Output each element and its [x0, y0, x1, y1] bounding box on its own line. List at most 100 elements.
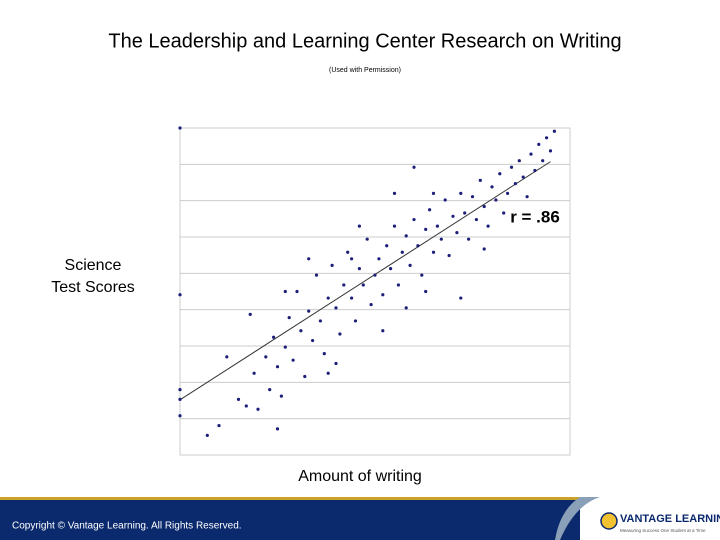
scatter-point — [252, 371, 256, 375]
scatter-point — [307, 309, 311, 313]
scatter-point — [350, 296, 354, 300]
scatter-point — [482, 204, 486, 209]
x-axis-label: Amount of writing — [298, 468, 422, 485]
footer-bar — [0, 500, 580, 540]
scatter-point — [525, 195, 529, 199]
scatter-point — [283, 345, 287, 349]
scatter-point — [470, 195, 475, 199]
scatter-point — [502, 211, 506, 215]
scatter-point — [392, 224, 397, 228]
logo-icon — [600, 512, 618, 530]
scatter-point — [248, 312, 252, 316]
scatter-point — [279, 394, 283, 398]
scatter-point — [424, 289, 428, 294]
copyright: Copyright © Vantage Learning. All Rights… — [12, 521, 242, 532]
scatter-point — [408, 263, 412, 267]
scatter-point — [517, 159, 521, 163]
scatter-point — [521, 175, 525, 179]
scatter-point — [318, 319, 322, 323]
scatter-point — [424, 227, 428, 231]
scatter-point — [506, 191, 510, 195]
scatter-point — [396, 283, 400, 287]
scatter-point — [322, 352, 326, 356]
scatter-point — [275, 427, 280, 431]
scatter-point — [236, 397, 241, 402]
scatter-point — [272, 335, 276, 339]
scatter-point — [244, 404, 248, 408]
scatter-point — [412, 217, 416, 222]
scatter-point — [451, 214, 455, 218]
scatter-point — [350, 257, 354, 261]
scatter-point — [338, 332, 342, 336]
scatter-point — [392, 191, 397, 195]
scatter-point — [205, 433, 209, 437]
scatter-point — [178, 293, 182, 297]
scatter-point — [334, 361, 338, 366]
scatter-point — [439, 237, 443, 241]
logo-tagline: Measuring Success One Student at a Time — [620, 528, 706, 533]
scatter-point — [404, 234, 408, 238]
scatter-point — [482, 247, 486, 251]
title: The Leadership and Learning Center Resea… — [108, 30, 621, 52]
scatter-point — [494, 198, 498, 202]
scatter-point — [283, 289, 287, 294]
scatter-point — [490, 185, 494, 189]
scatter-point — [381, 329, 385, 333]
scatter-point — [264, 355, 268, 359]
scatter-point — [474, 217, 478, 222]
scatter-point — [447, 253, 451, 258]
scatter-point — [381, 293, 385, 297]
scatter-point — [443, 198, 447, 202]
scatter-point — [467, 237, 471, 241]
scatter-point — [326, 296, 330, 300]
scatter-point — [365, 237, 369, 241]
scatter-point — [498, 172, 502, 176]
scatter-point — [389, 267, 393, 271]
scatter-point — [385, 244, 389, 248]
scatter-point — [513, 181, 518, 186]
scatter-point — [357, 224, 361, 228]
scatter-point — [291, 358, 295, 362]
scatter-point — [377, 257, 381, 261]
scatter-point — [361, 283, 365, 287]
scatter-point — [412, 165, 416, 169]
footer-accent — [0, 497, 580, 500]
scatter-point — [463, 211, 467, 215]
scatter-point — [299, 329, 303, 333]
scatter-point — [537, 142, 541, 146]
scatter-point — [373, 273, 377, 277]
y-axis-label: Science Test Scores — [51, 257, 135, 296]
scatter-point — [311, 338, 315, 343]
scatter-point — [287, 316, 291, 320]
scatter-point — [459, 191, 463, 195]
scatter-point — [369, 302, 373, 307]
scatter-point — [314, 273, 319, 277]
scatter-point — [431, 191, 436, 195]
trend-line — [179, 161, 551, 401]
scatter-point — [342, 283, 346, 287]
scatter-point — [431, 250, 436, 254]
footer-swoosh — [555, 497, 600, 540]
scatter-point — [548, 149, 553, 153]
scatter-point — [486, 224, 490, 228]
scatter-point — [529, 152, 533, 156]
scatter-point — [268, 388, 272, 392]
scatter-point — [275, 365, 280, 369]
scatter-point — [326, 371, 330, 375]
scatter-point — [295, 289, 299, 294]
scatter-point — [428, 208, 432, 212]
scatter-point — [416, 244, 420, 248]
scatter-point — [303, 374, 307, 379]
annotation: r = .86 — [510, 207, 560, 226]
scatter-point — [178, 414, 182, 418]
scatter-point — [478, 178, 482, 182]
scatter-point — [353, 319, 358, 323]
scatter-point — [435, 224, 439, 228]
scatter-point — [330, 263, 334, 267]
scatter-point — [334, 306, 338, 310]
plot-area — [179, 127, 571, 456]
scatter-point — [420, 273, 424, 277]
scatter-point — [533, 168, 537, 173]
scatter-point — [455, 231, 459, 235]
scatter-point — [357, 267, 361, 271]
